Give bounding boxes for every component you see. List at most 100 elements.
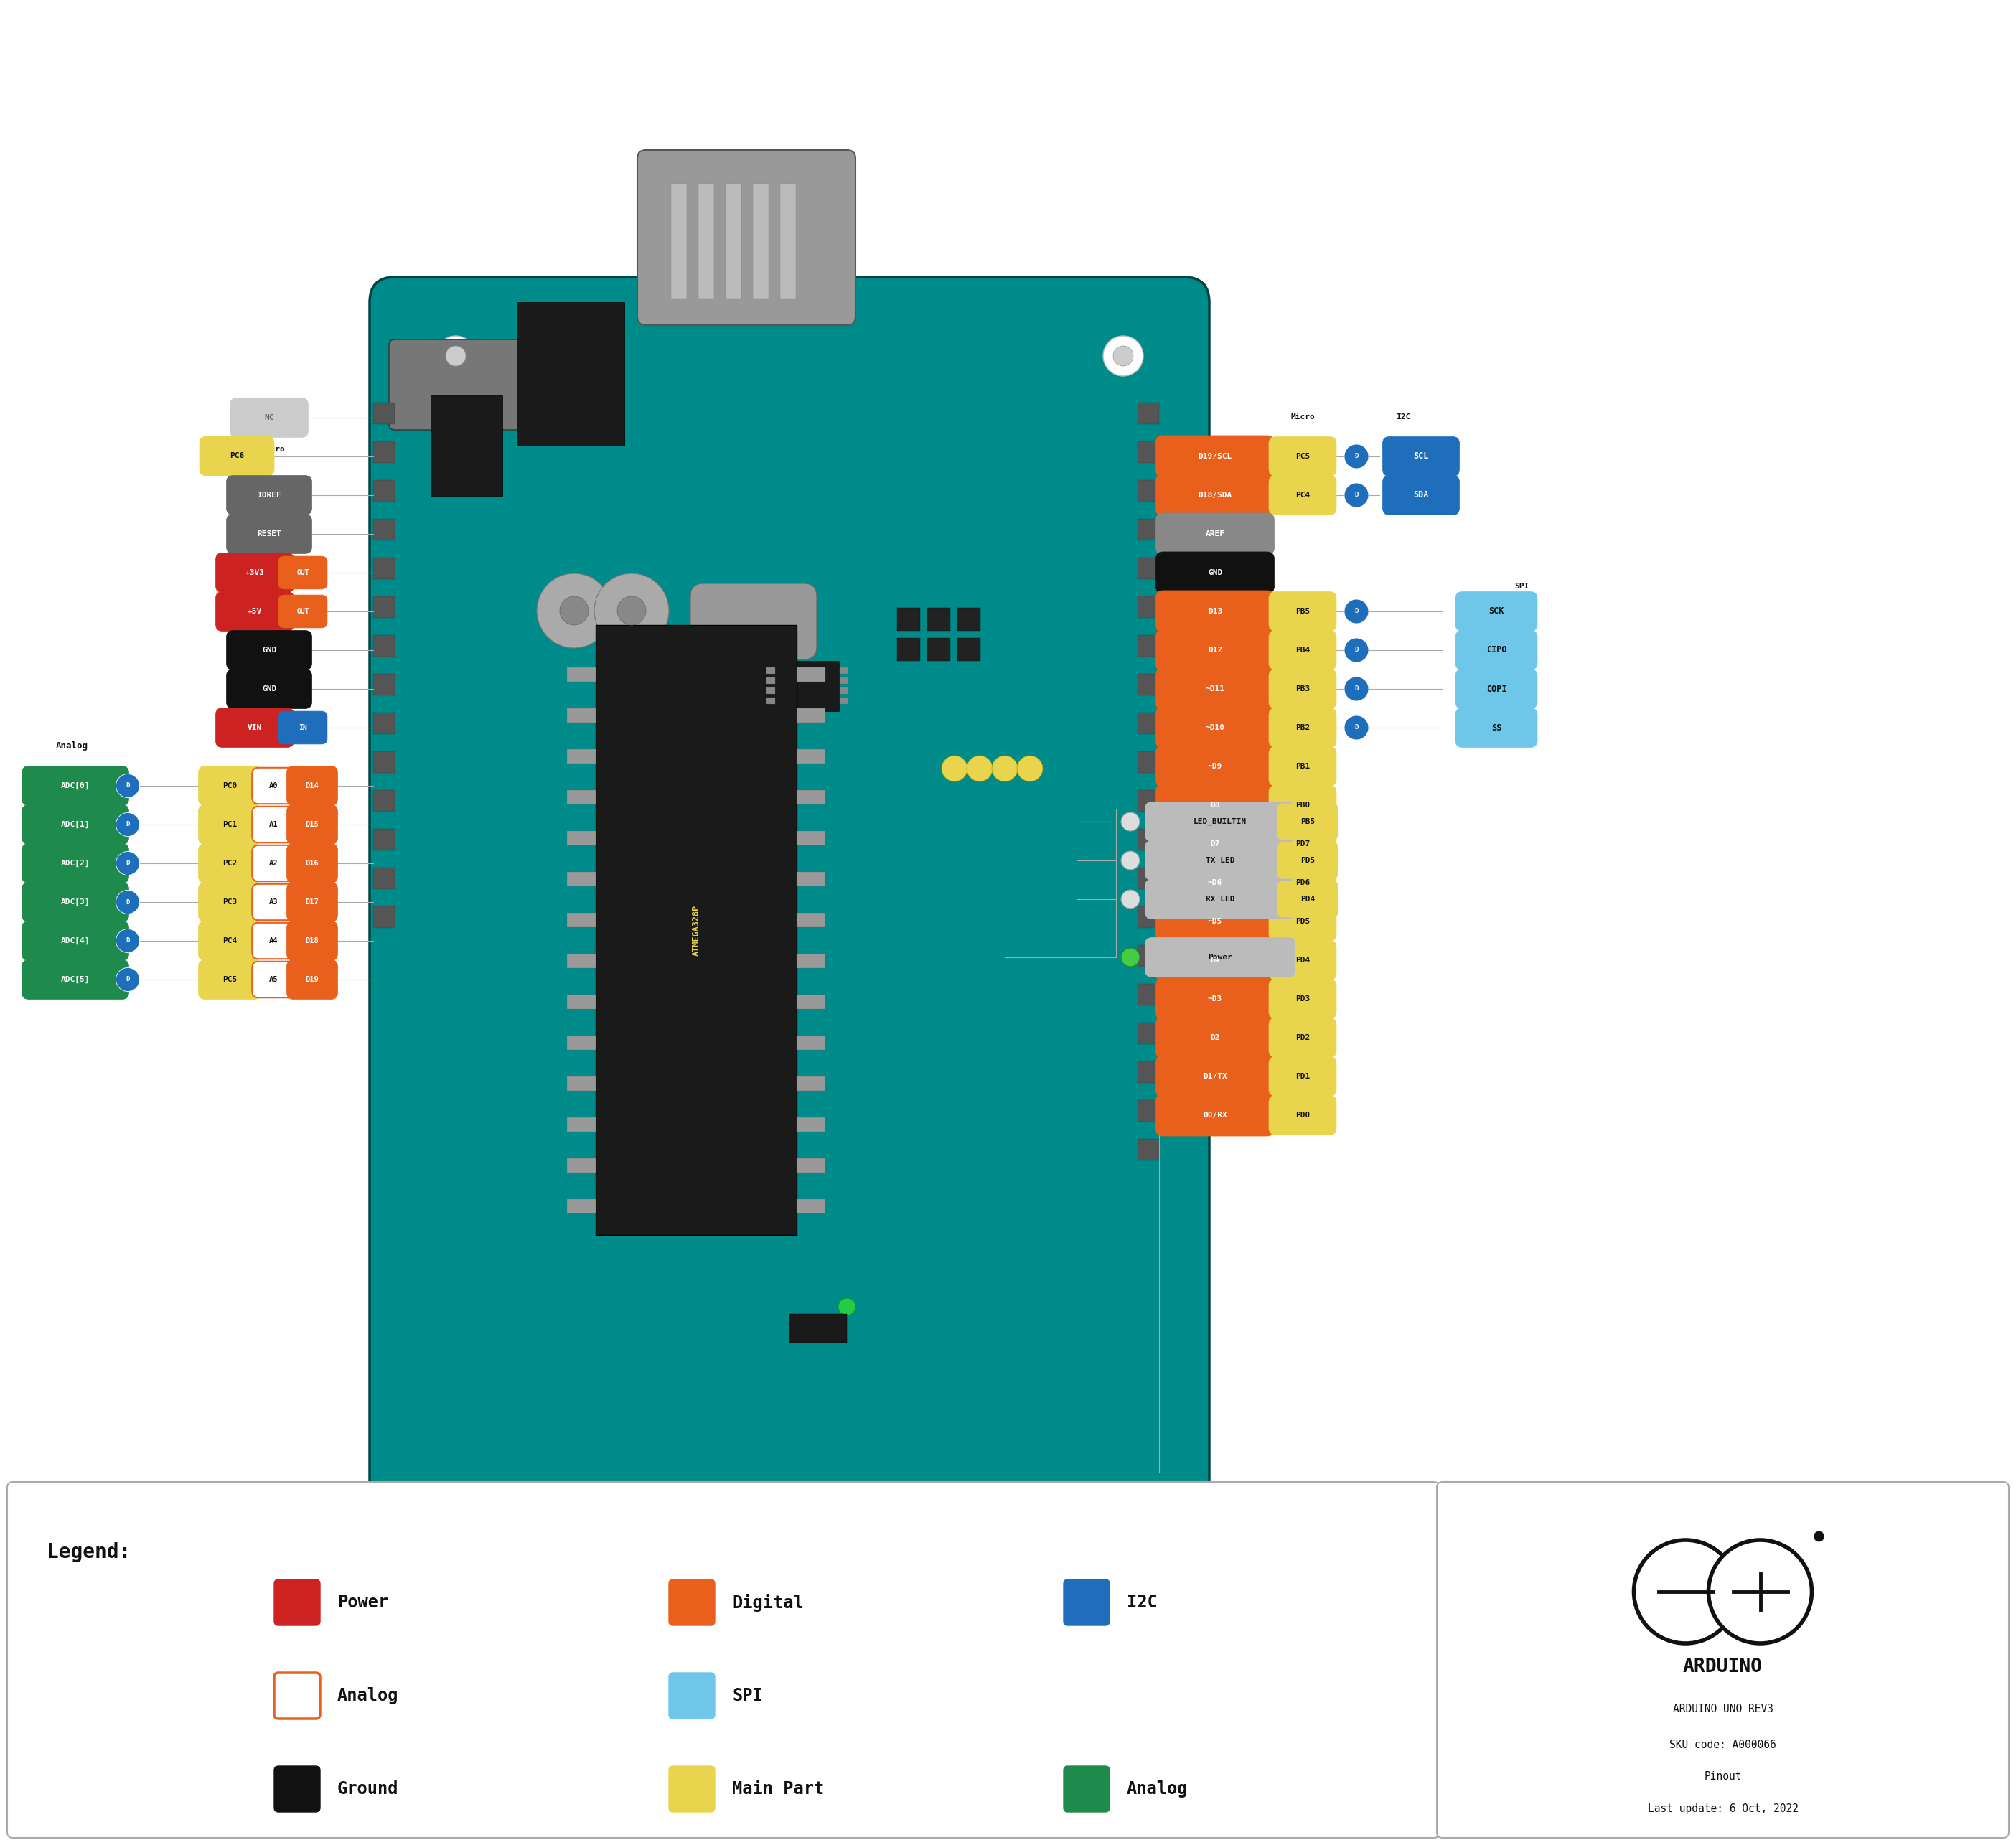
FancyBboxPatch shape: [1155, 862, 1274, 904]
FancyBboxPatch shape: [216, 592, 294, 631]
FancyBboxPatch shape: [198, 843, 260, 884]
Bar: [766, 688, 774, 694]
FancyBboxPatch shape: [1155, 823, 1274, 865]
Text: PC5: PC5: [222, 976, 238, 983]
Bar: [796, 954, 825, 969]
FancyBboxPatch shape: [22, 804, 129, 845]
Text: D: D: [1355, 493, 1359, 498]
Circle shape: [115, 812, 139, 836]
Text: D19: D19: [306, 976, 319, 983]
Circle shape: [115, 969, 139, 991]
Bar: [796, 913, 825, 928]
Bar: [841, 697, 849, 705]
FancyBboxPatch shape: [1276, 843, 1339, 878]
Text: ~D6: ~D6: [1208, 878, 1222, 886]
Bar: [796, 830, 825, 845]
FancyBboxPatch shape: [1276, 804, 1339, 839]
Bar: [566, 1035, 595, 1050]
Text: PC4: PC4: [1296, 491, 1310, 498]
Text: PC0: PC0: [222, 782, 238, 790]
Text: Micro: Micro: [1290, 413, 1314, 421]
Text: D: D: [1355, 725, 1359, 731]
Text: PD1: PD1: [1296, 1072, 1310, 1079]
FancyBboxPatch shape: [689, 583, 816, 659]
Circle shape: [839, 1299, 855, 1315]
Bar: [766, 668, 774, 673]
Text: PD0: PD0: [1296, 1111, 1310, 1118]
FancyBboxPatch shape: [286, 843, 337, 884]
Bar: [796, 1159, 825, 1173]
FancyBboxPatch shape: [1155, 1094, 1274, 1137]
Circle shape: [435, 336, 476, 376]
Text: I2C: I2C: [1127, 1594, 1157, 1611]
FancyBboxPatch shape: [1268, 1096, 1337, 1135]
Bar: [841, 677, 849, 684]
Bar: [841, 688, 849, 694]
Circle shape: [115, 930, 139, 952]
Bar: [373, 402, 395, 424]
Circle shape: [1345, 445, 1369, 469]
FancyBboxPatch shape: [198, 959, 260, 1000]
FancyBboxPatch shape: [1155, 900, 1274, 943]
Bar: [796, 708, 825, 723]
Circle shape: [115, 889, 139, 913]
Bar: [1137, 1022, 1159, 1044]
FancyBboxPatch shape: [252, 961, 294, 998]
FancyBboxPatch shape: [1268, 476, 1337, 515]
FancyBboxPatch shape: [274, 1579, 321, 1625]
Text: IOREF: IOREF: [256, 491, 282, 498]
Text: D: D: [1355, 686, 1359, 692]
Text: PB1: PB1: [1296, 762, 1310, 769]
Bar: [1137, 557, 1159, 579]
Bar: [796, 1118, 825, 1131]
Text: OUT: OUT: [296, 568, 308, 576]
Bar: [766, 677, 774, 684]
Text: PD5: PD5: [1296, 917, 1310, 924]
Text: +5V: +5V: [248, 607, 262, 614]
Text: Analog: Analog: [337, 1686, 399, 1705]
Text: PC4: PC4: [222, 937, 238, 945]
Text: Ground: Ground: [337, 1780, 399, 1797]
Bar: [566, 873, 595, 886]
FancyBboxPatch shape: [1268, 708, 1337, 747]
FancyBboxPatch shape: [252, 845, 294, 882]
FancyBboxPatch shape: [22, 921, 129, 961]
Bar: [796, 1035, 825, 1050]
FancyBboxPatch shape: [226, 631, 312, 670]
Circle shape: [1121, 851, 1139, 869]
FancyBboxPatch shape: [1268, 592, 1337, 631]
Bar: [1137, 867, 1159, 889]
FancyBboxPatch shape: [1268, 786, 1337, 825]
FancyBboxPatch shape: [1268, 902, 1337, 941]
Text: PB2: PB2: [1296, 723, 1310, 731]
Bar: [796, 1076, 825, 1090]
Bar: [841, 668, 849, 673]
FancyBboxPatch shape: [1268, 941, 1337, 980]
Bar: [1137, 828, 1159, 851]
Bar: [1137, 712, 1159, 734]
Circle shape: [115, 773, 139, 797]
Text: D: D: [125, 782, 129, 790]
Bar: [774, 661, 841, 710]
Text: GND: GND: [262, 646, 276, 653]
Text: IN: IN: [298, 723, 306, 731]
FancyBboxPatch shape: [22, 766, 129, 806]
FancyBboxPatch shape: [226, 515, 312, 554]
FancyBboxPatch shape: [1145, 803, 1294, 841]
Text: SCL: SCL: [1413, 452, 1429, 461]
FancyBboxPatch shape: [1064, 1579, 1109, 1625]
Bar: [927, 638, 950, 661]
Bar: [566, 1159, 595, 1173]
Bar: [1137, 596, 1159, 618]
Text: D18/SDA: D18/SDA: [1198, 491, 1232, 498]
Text: D1/TX: D1/TX: [1204, 1072, 1228, 1079]
FancyBboxPatch shape: [637, 149, 855, 325]
FancyBboxPatch shape: [1155, 552, 1274, 594]
Text: A3: A3: [268, 899, 278, 906]
FancyBboxPatch shape: [669, 1673, 716, 1720]
Bar: [1137, 518, 1159, 541]
Bar: [566, 708, 595, 723]
Bar: [796, 668, 825, 683]
Text: PD6: PD6: [1296, 878, 1310, 886]
Bar: [1137, 1138, 1159, 1161]
